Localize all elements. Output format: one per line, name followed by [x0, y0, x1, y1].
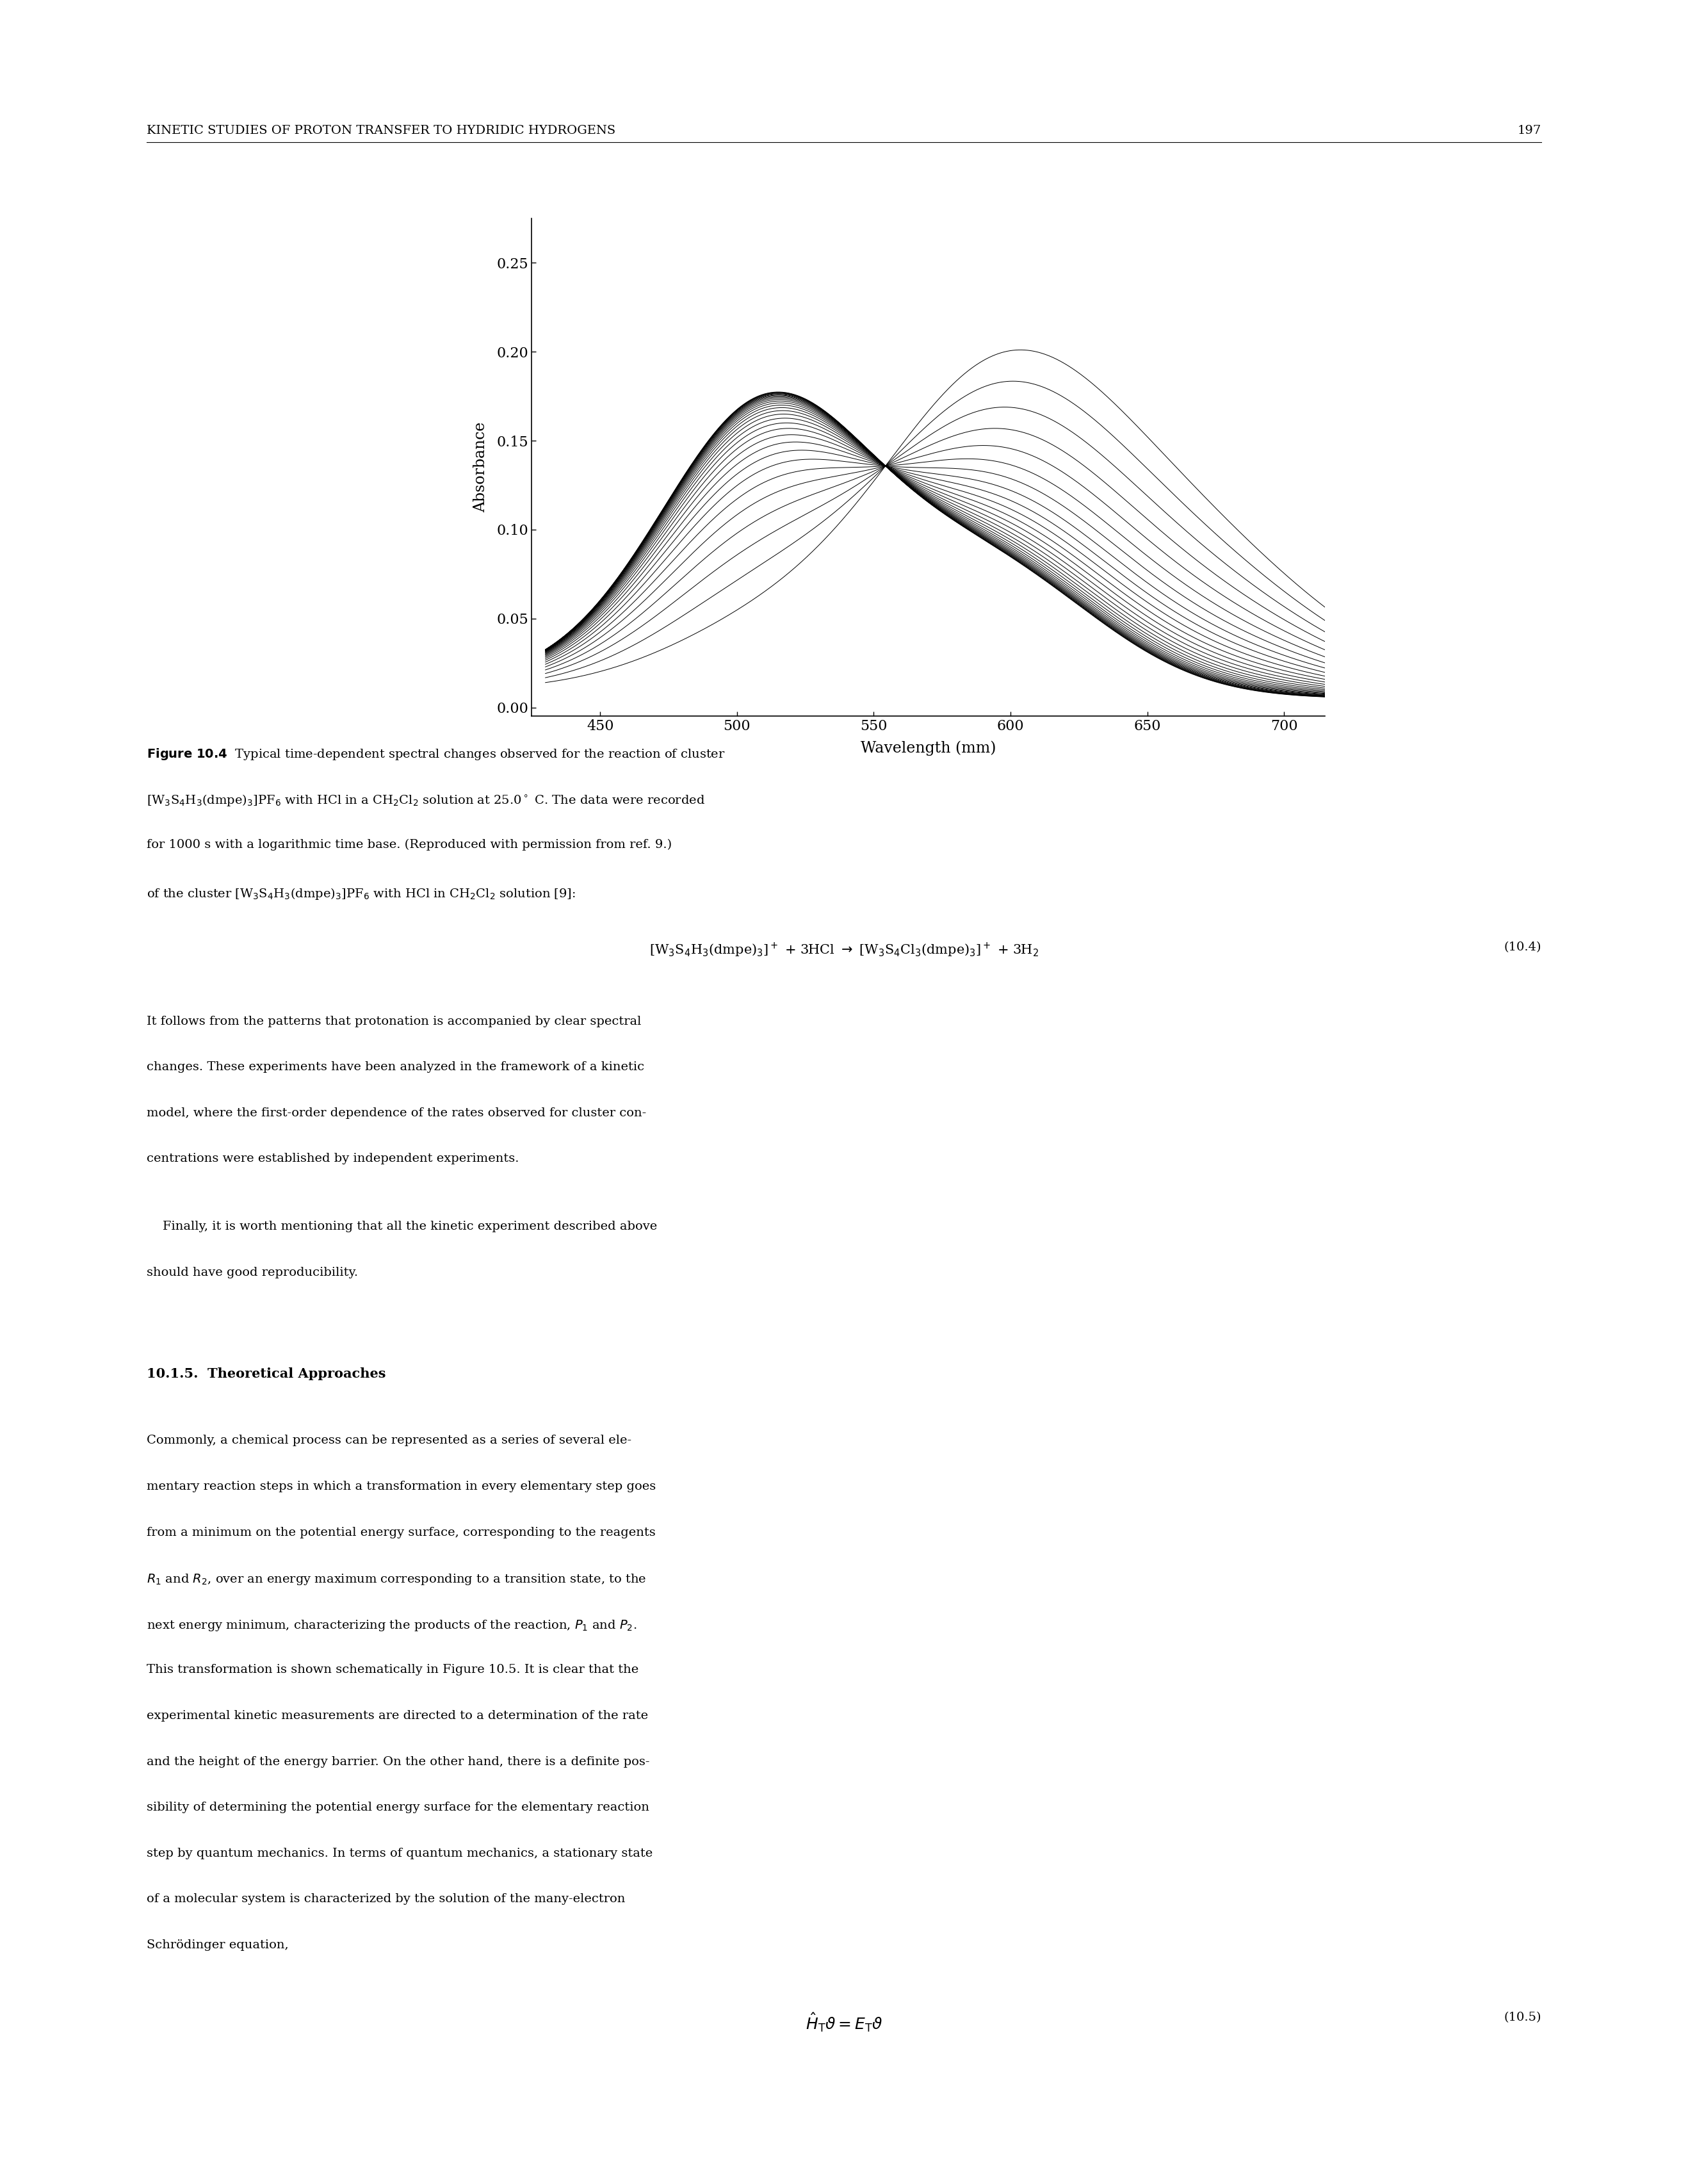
Text: KINETIC STUDIES OF PROTON TRANSFER TO HYDRIDIC HYDROGENS: KINETIC STUDIES OF PROTON TRANSFER TO HY… — [147, 124, 616, 135]
Text: of the cluster [W$_3$S$_4$H$_3$(dmpe)$_3$]PF$_6$ with HCl in CH$_2$Cl$_2$ soluti: of the cluster [W$_3$S$_4$H$_3$(dmpe)$_3… — [147, 887, 576, 902]
Text: and the height of the energy barrier. On the other hand, there is a definite pos: and the height of the energy barrier. On… — [147, 1756, 650, 1767]
X-axis label: Wavelength (mm): Wavelength (mm) — [861, 740, 996, 756]
Text: step by quantum mechanics. In terms of quantum mechanics, a stationary state: step by quantum mechanics. In terms of q… — [147, 1848, 653, 1859]
Text: 10.1.5.  Theoretical Approaches: 10.1.5. Theoretical Approaches — [147, 1367, 387, 1380]
Text: It follows from the patterns that protonation is accompanied by clear spectral: It follows from the patterns that proton… — [147, 1016, 641, 1026]
Text: mentary reaction steps in which a transformation in every elementary step goes: mentary reaction steps in which a transf… — [147, 1481, 657, 1492]
Text: $\hat{H}_{\mathrm{T}}\vartheta = E_{\mathrm{T}}\vartheta$: $\hat{H}_{\mathrm{T}}\vartheta = E_{\mat… — [805, 2011, 883, 2033]
Text: Schrödinger equation,: Schrödinger equation, — [147, 1939, 289, 1950]
Text: Commonly, a chemical process can be represented as a series of several ele-: Commonly, a chemical process can be repr… — [147, 1435, 631, 1446]
Text: next energy minimum, characterizing the products of the reaction, $P_1$ and $P_2: next energy minimum, characterizing the … — [147, 1618, 636, 1631]
Text: (10.4): (10.4) — [1504, 941, 1541, 952]
Text: changes. These experiments have been analyzed in the framework of a kinetic: changes. These experiments have been ana… — [147, 1061, 645, 1072]
Text: sibility of determining the potential energy surface for the elementary reaction: sibility of determining the potential en… — [147, 1802, 650, 1813]
Text: $\mathbf{Figure\ 10.4}$  Typical time-dependent spectral changes observed for th: $\mathbf{Figure\ 10.4}$ Typical time-dep… — [147, 747, 726, 762]
Text: $R_1$ and $R_2$, over an energy maximum corresponding to a transition state, to : $R_1$ and $R_2$, over an energy maximum … — [147, 1572, 647, 1586]
Y-axis label: Absorbance: Absorbance — [473, 422, 488, 513]
Text: should have good reproducibility.: should have good reproducibility. — [147, 1267, 358, 1278]
Text: of a molecular system is characterized by the solution of the many-electron: of a molecular system is characterized b… — [147, 1894, 626, 1904]
Text: 197: 197 — [1518, 124, 1541, 135]
Text: experimental kinetic measurements are directed to a determination of the rate: experimental kinetic measurements are di… — [147, 1710, 648, 1721]
Text: [W$_3$S$_4$H$_3$(dmpe)$_3$]$^+$ + 3HCl $\rightarrow$ [W$_3$S$_4$Cl$_3$(dmpe)$_3$: [W$_3$S$_4$H$_3$(dmpe)$_3$]$^+$ + 3HCl $… — [650, 941, 1038, 959]
Text: for 1000 s with a logarithmic time base. (Reproduced with permission from ref. 9: for 1000 s with a logarithmic time base.… — [147, 839, 672, 850]
Text: model, where the first-order dependence of the rates observed for cluster con-: model, where the first-order dependence … — [147, 1107, 647, 1118]
Text: centrations were established by independent experiments.: centrations were established by independ… — [147, 1153, 520, 1164]
Text: [W$_3$S$_4$H$_3$(dmpe)$_3$]PF$_6$ with HCl in a CH$_2$Cl$_2$ solution at 25.0$^\: [W$_3$S$_4$H$_3$(dmpe)$_3$]PF$_6$ with H… — [147, 793, 706, 808]
Text: from a minimum on the potential energy surface, corresponding to the reagents: from a minimum on the potential energy s… — [147, 1527, 655, 1538]
Text: (10.5): (10.5) — [1504, 2011, 1541, 2022]
Text: Finally, it is worth mentioning that all the kinetic experiment described above: Finally, it is worth mentioning that all… — [147, 1221, 657, 1232]
Text: This transformation is shown schematically in Figure 10.5. It is clear that the: This transformation is shown schematical… — [147, 1664, 638, 1675]
